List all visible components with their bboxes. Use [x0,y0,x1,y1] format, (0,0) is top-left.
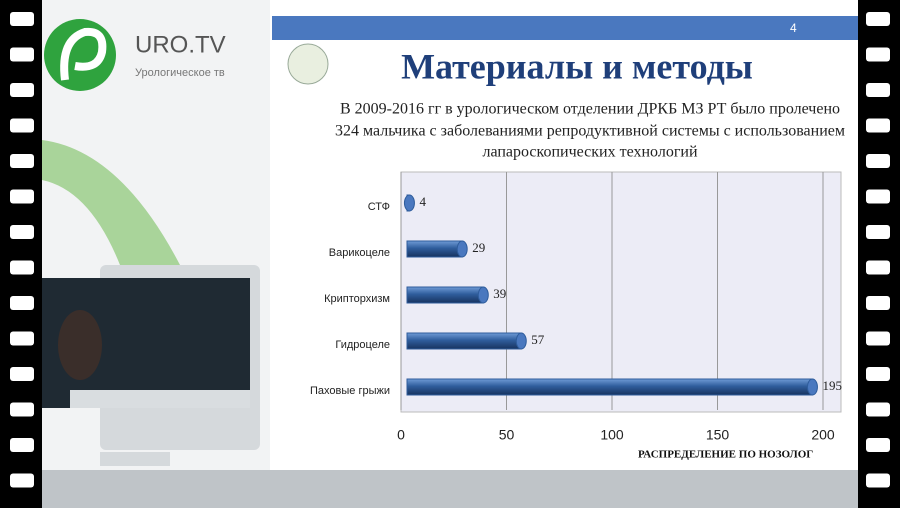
sprocket [866,260,890,275]
sprocket [866,367,890,381]
sprocket [10,189,34,204]
podium [70,390,250,408]
bottom-band [42,470,858,508]
slide-number: 4 [790,21,797,35]
bar-cap [477,286,489,304]
emblem [287,43,329,85]
sprocket [866,473,890,488]
value-label: 195 [822,378,842,393]
sprocket [10,225,34,239]
sprocket [10,367,34,381]
value-label: 29 [472,240,485,255]
sprocket [10,47,34,62]
monitor-stand [100,452,170,466]
x-tick-label: 0 [397,427,405,443]
sprocket [10,331,34,346]
value-label: 57 [531,332,545,347]
sprocket [10,402,34,417]
sprocket [866,225,890,239]
slide-header-bar [272,16,858,40]
sprocket [866,438,890,452]
sprocket [10,473,34,488]
y-tick-label: Крипторхизм [324,293,390,305]
slide-text: 324 мальчика с заболеваниями репродуктив… [335,123,845,140]
slide-text: лапароскопических технологий [482,144,697,161]
sprocket [10,12,34,26]
y-tick-label: Паховые грыжи [310,385,390,397]
x-tick-label: 50 [499,427,515,443]
sprocket [10,154,34,168]
x-tick-label: 100 [600,427,624,443]
speaker [58,310,102,380]
sprocket [10,438,34,452]
logo-mark [60,27,107,81]
sprocket [866,402,890,417]
x-tick-label: 200 [811,427,835,443]
bar-cap [515,332,527,350]
sprocket [10,83,34,97]
sprocket [10,260,34,275]
bar [406,332,522,350]
bar [406,378,813,396]
bar-cap [456,240,468,258]
film-graphic [42,140,180,265]
sprocket [10,296,34,310]
x-axis-label: РАСПРЕДЕЛЕНИЕ ПО НОЗОЛОГ [638,449,813,461]
sprocket [866,189,890,204]
logo-tagline: Урологическое тв [135,67,225,79]
sprocket [10,118,34,133]
bar-cap [806,378,818,396]
sprocket [866,83,890,97]
bar-cap [403,194,415,212]
value-label: 39 [493,286,506,301]
value-label: 4 [419,194,426,209]
sprocket [866,331,890,346]
logo-name: URO.TV [135,31,226,58]
y-tick-label: Варикоцеле [329,247,390,259]
sprocket [866,154,890,168]
sprocket [866,118,890,133]
slide-text: В 2009-2016 гг в урологическом отделении… [340,101,840,118]
bar [406,240,463,258]
slide-title: Материалы и методы [401,46,753,86]
bar [406,286,484,304]
y-tick-label: Гидроцеле [335,339,390,351]
sprocket [866,12,890,26]
sprocket [866,296,890,310]
x-tick-label: 150 [706,427,730,443]
y-tick-label: СТФ [368,201,390,213]
sprocket [866,47,890,62]
